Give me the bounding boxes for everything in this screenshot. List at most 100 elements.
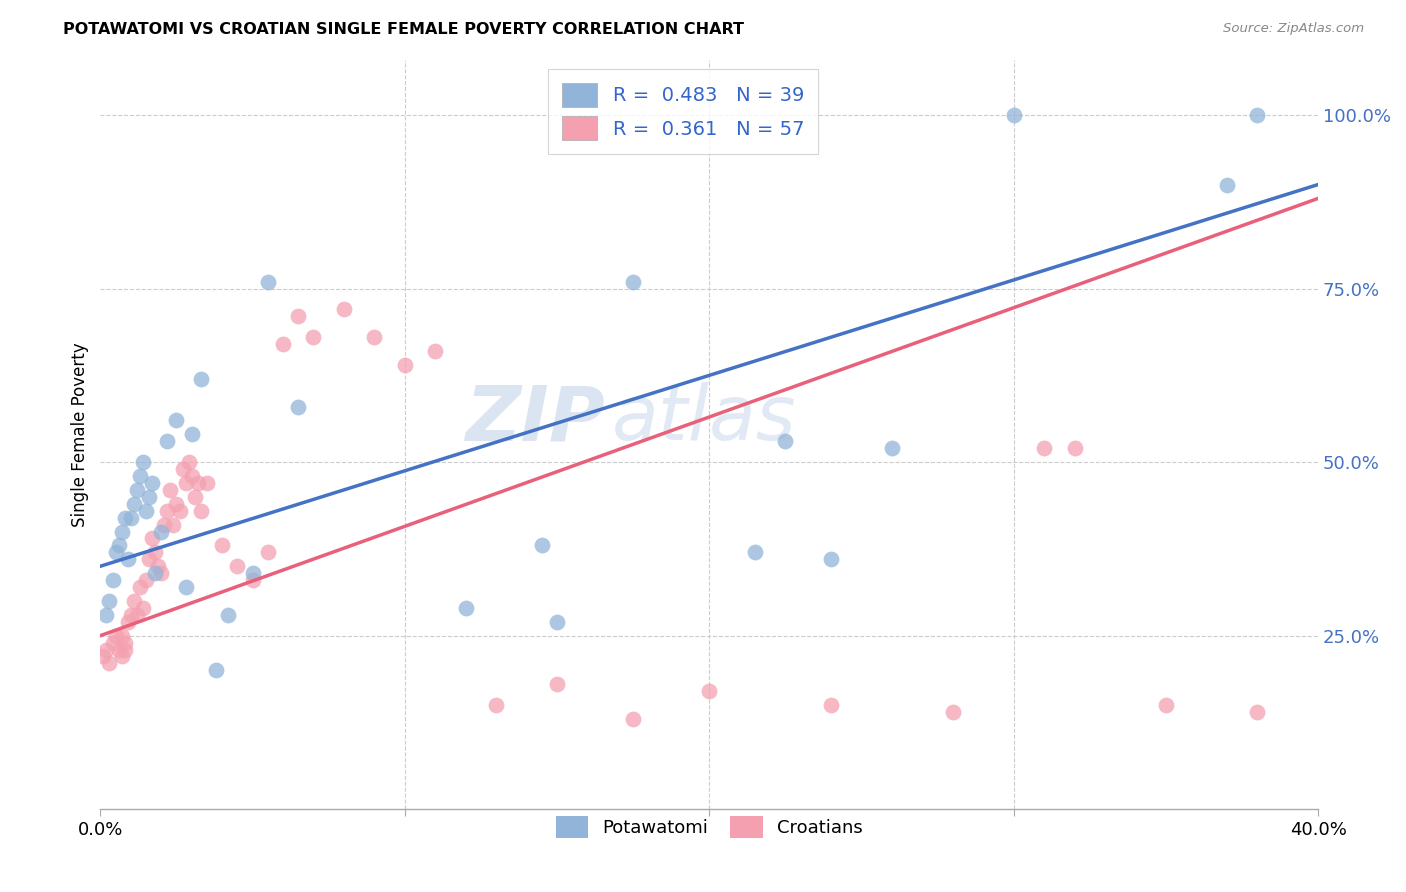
Point	[287, 310, 309, 324]
Point	[820, 552, 842, 566]
Point	[180, 427, 202, 442]
Point	[114, 635, 136, 649]
Point	[129, 580, 152, 594]
Point	[546, 615, 568, 629]
Point	[174, 475, 197, 490]
Point	[820, 698, 842, 712]
Point	[287, 400, 309, 414]
Point	[125, 607, 148, 622]
Point	[256, 275, 278, 289]
Point	[153, 517, 176, 532]
Y-axis label: Single Female Poverty: Single Female Poverty	[72, 342, 89, 526]
Point	[1063, 442, 1085, 456]
Point	[697, 684, 720, 698]
Point	[271, 337, 294, 351]
Point	[141, 532, 163, 546]
Point	[159, 483, 181, 497]
Point	[425, 344, 447, 359]
Point	[177, 455, 200, 469]
Point	[98, 657, 121, 671]
Point	[132, 600, 155, 615]
Point	[150, 566, 173, 581]
Point	[93, 649, 115, 664]
Point	[454, 600, 477, 615]
Point	[96, 607, 118, 622]
Point	[135, 504, 157, 518]
Point	[96, 642, 118, 657]
Point	[180, 469, 202, 483]
Point	[104, 545, 127, 559]
Point	[129, 469, 152, 483]
Point	[166, 497, 188, 511]
Point	[1246, 108, 1268, 122]
Point	[621, 275, 644, 289]
Point	[104, 629, 127, 643]
Point	[183, 490, 205, 504]
Point	[98, 594, 121, 608]
Point	[190, 504, 212, 518]
Point	[101, 573, 124, 587]
Point	[166, 413, 188, 427]
Point	[530, 538, 553, 552]
Text: ZIP: ZIP	[465, 383, 606, 457]
Point	[217, 607, 239, 622]
Point	[111, 649, 134, 664]
Point	[242, 566, 264, 581]
Text: atlas: atlas	[612, 383, 796, 457]
Point	[1246, 705, 1268, 719]
Point	[880, 442, 903, 456]
Point	[135, 573, 157, 587]
Point	[169, 504, 191, 518]
Point	[195, 475, 218, 490]
Point	[485, 698, 508, 712]
Point	[138, 552, 160, 566]
Point	[394, 358, 416, 372]
Point	[256, 545, 278, 559]
Point	[1033, 442, 1056, 456]
Point	[621, 712, 644, 726]
Text: POTAWATOMI VS CROATIAN SINGLE FEMALE POVERTY CORRELATION CHART: POTAWATOMI VS CROATIAN SINGLE FEMALE POV…	[63, 22, 744, 37]
Point	[111, 524, 134, 539]
Point	[187, 475, 209, 490]
Point	[114, 642, 136, 657]
Point	[775, 434, 797, 449]
Point	[114, 510, 136, 524]
Point	[205, 663, 228, 677]
Point	[211, 538, 233, 552]
Point	[120, 510, 142, 524]
Point	[117, 552, 139, 566]
Point	[107, 538, 129, 552]
Point	[333, 302, 356, 317]
Point	[1216, 178, 1239, 192]
Point	[546, 677, 568, 691]
Point	[111, 629, 134, 643]
Point	[138, 490, 160, 504]
Point	[226, 559, 249, 574]
Text: Source: ZipAtlas.com: Source: ZipAtlas.com	[1223, 22, 1364, 36]
Point	[363, 330, 385, 344]
Point	[162, 517, 184, 532]
Point	[117, 615, 139, 629]
Point	[122, 497, 145, 511]
Point	[120, 607, 142, 622]
Point	[156, 434, 179, 449]
Point	[122, 594, 145, 608]
Point	[1002, 108, 1025, 122]
Point	[242, 573, 264, 587]
Point	[172, 462, 194, 476]
Point	[141, 475, 163, 490]
Point	[101, 635, 124, 649]
Point	[107, 642, 129, 657]
Point	[174, 580, 197, 594]
Point	[125, 483, 148, 497]
Point	[143, 545, 166, 559]
Point	[143, 566, 166, 581]
Point	[132, 455, 155, 469]
Point	[150, 524, 173, 539]
Point	[190, 372, 212, 386]
Point	[148, 559, 170, 574]
Legend: Potawatomi, Croatians: Potawatomi, Croatians	[548, 809, 870, 845]
Point	[744, 545, 766, 559]
Point	[942, 705, 965, 719]
Point	[302, 330, 325, 344]
